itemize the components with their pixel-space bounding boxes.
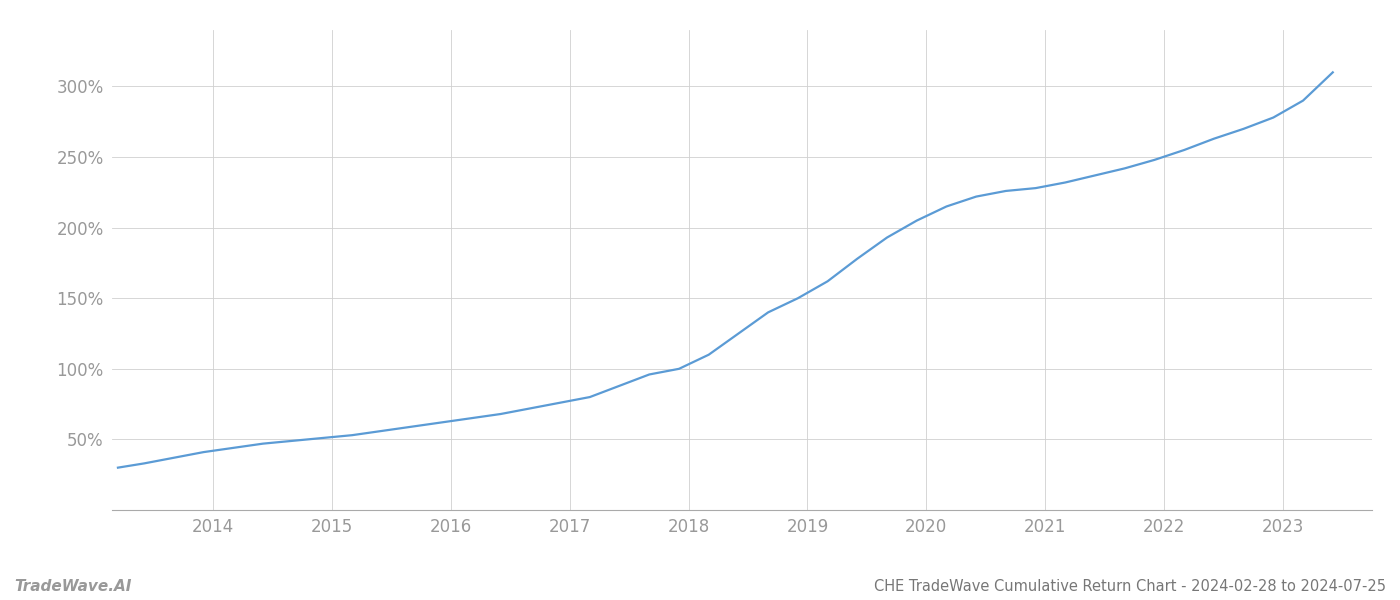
Text: TradeWave.AI: TradeWave.AI [14,579,132,594]
Text: CHE TradeWave Cumulative Return Chart - 2024-02-28 to 2024-07-25: CHE TradeWave Cumulative Return Chart - … [874,579,1386,594]
